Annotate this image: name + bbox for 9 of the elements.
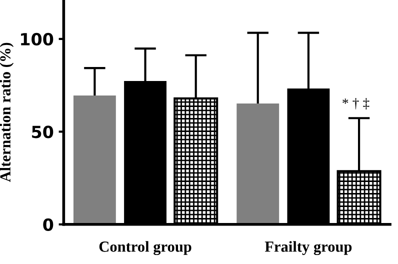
annotation: * † ‡ <box>342 98 370 110</box>
x-tick-label: Control group <box>99 241 192 256</box>
y-tick-label: 0 <box>43 218 54 231</box>
bar <box>73 96 116 224</box>
y-tick-label: 100 <box>21 32 54 46</box>
bar <box>236 103 280 224</box>
x-tick-label: Frailty group <box>264 241 352 256</box>
y-tick-label: 50 <box>32 126 54 138</box>
y-axis-title: Alternation ratio (%) <box>0 42 14 182</box>
